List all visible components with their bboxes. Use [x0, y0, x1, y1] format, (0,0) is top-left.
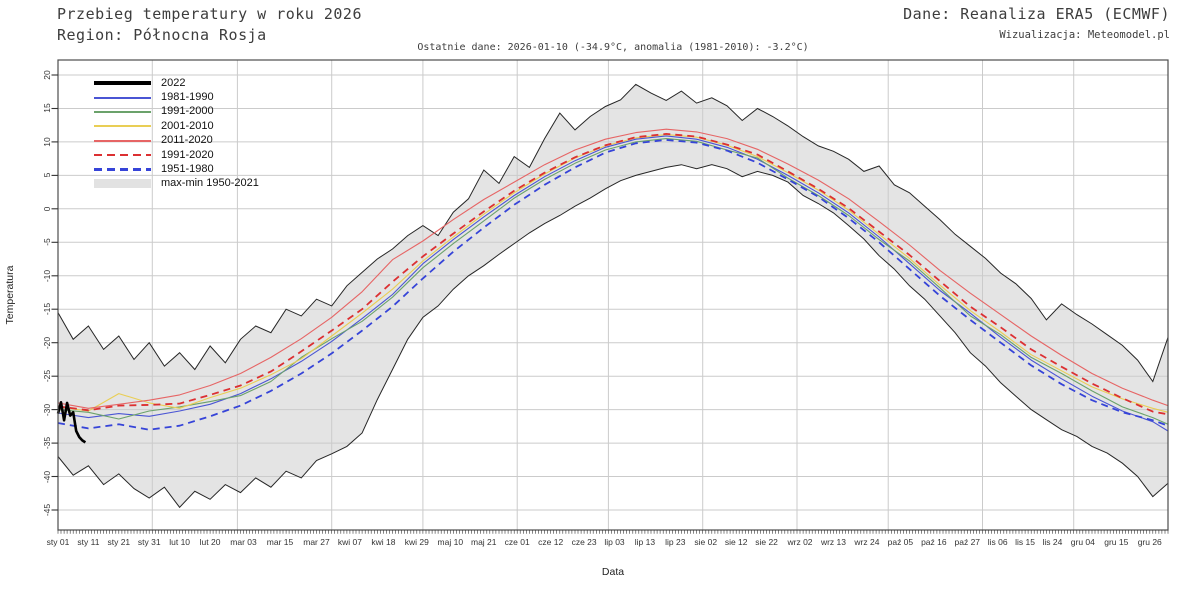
x-tick-label: paź 05	[887, 537, 914, 547]
x-tick-label: wrz 13	[820, 537, 846, 547]
legend-swatch-solid	[94, 139, 151, 142]
x-tick-label: mar 15	[266, 537, 294, 547]
x-tick-label: sie 12	[724, 537, 748, 547]
legend-swatch-solid	[94, 110, 151, 113]
x-tick-label: gru 26	[1137, 537, 1162, 547]
y-tick-label: 5	[42, 173, 52, 178]
x-tick-label: sie 22	[755, 537, 778, 547]
legend-swatch-solid	[94, 125, 151, 128]
band-min-line	[57, 164, 1169, 509]
legend-label: 1991-2000	[161, 105, 214, 118]
x-tick-label: lut 10	[169, 537, 191, 547]
legend-label: 2011-2020	[161, 134, 213, 147]
x-tick-label: sty 21	[107, 537, 131, 547]
series-2022	[56, 400, 87, 444]
x-tick-label: sty 31	[137, 537, 161, 547]
legend-swatch-solid	[94, 96, 151, 99]
y-tick-label: -40	[42, 470, 52, 483]
max-min-band	[58, 84, 1168, 508]
x-tick-label: sty 11	[77, 537, 100, 547]
chart-title: Przebieg temperatury w roku 2026	[57, 5, 362, 23]
x-tick-label: lut 20	[199, 537, 221, 547]
legend-item: 2001-2010	[94, 119, 259, 133]
y-axis-title: Temperatura	[4, 265, 16, 325]
x-tick-label: lip 13	[634, 537, 656, 547]
legend-label: 1951-1980	[161, 163, 214, 176]
x-tick-label: kwi 18	[371, 537, 396, 547]
data-source-label: Dane: Reanaliza ERA5 (ECMWF)	[903, 5, 1170, 23]
x-tick-label: cze 01	[504, 537, 530, 547]
x-tick-label: sty 01	[46, 537, 70, 547]
legend-label: max-min 1950-2021	[161, 177, 259, 190]
x-tick-label: wrz 24	[854, 537, 880, 547]
legend-item: 2011-2020	[94, 134, 259, 148]
legend-item: 1991-2000	[94, 105, 259, 119]
legend-item: 1981-1990	[94, 90, 259, 104]
x-tick-label: lip 03	[604, 537, 625, 547]
x-tick-label: lip 23	[665, 537, 686, 547]
x-tick-label: mar 27	[303, 537, 330, 547]
legend-label: 2022	[161, 76, 186, 89]
series-1991-2000	[57, 138, 1169, 425]
y-tick-label: 0	[42, 206, 52, 212]
y-tick-label: -45	[42, 503, 52, 517]
x-tick-label: gru 15	[1104, 537, 1129, 547]
x-tick-label: lis 24	[1042, 537, 1063, 547]
x-tick-label: paź 16	[921, 537, 947, 547]
legend-swatch-band	[94, 179, 151, 189]
x-tick-label: kwi 29	[404, 537, 429, 547]
legend-swatch-solid	[94, 81, 151, 86]
x-tick-label: kwi 07	[337, 537, 362, 547]
series-2011-2020	[57, 128, 1169, 409]
x-tick-label: cze 23	[571, 537, 597, 547]
x-tick-label: cze 12	[538, 537, 564, 547]
y-tick-label: -5	[42, 238, 52, 247]
legend-label: 2001-2010	[161, 119, 214, 132]
x-tick-label: lis 06	[987, 537, 1008, 547]
legend-item: 2022	[94, 76, 259, 90]
series-1981-1990	[57, 135, 1169, 432]
legend-item: 1951-1980	[94, 162, 259, 176]
series-1951-1980	[57, 138, 1169, 431]
legend-label: 1991-2020	[161, 148, 214, 161]
y-tick-label: -35	[42, 436, 52, 450]
legend: 2022 1981-1990 1991-2000 2001-2010 2011-2020…	[94, 76, 259, 191]
x-tick-label: sie 02	[694, 537, 718, 547]
legend-item: max-min 1950-2021	[94, 177, 259, 191]
legend-swatch-dashed	[94, 168, 151, 171]
y-tick-label: 20	[42, 70, 52, 80]
y-tick-label: 10	[42, 137, 52, 147]
series-1991-2020	[57, 132, 1169, 416]
legend-label: 1981-1990	[161, 91, 214, 104]
x-tick-label: wrz 02	[787, 537, 813, 547]
legend-item: 1991-2020	[94, 148, 259, 162]
y-tick-label: -25	[42, 370, 52, 383]
y-tick-label: -30	[42, 403, 52, 416]
x-tick-label: maj 10	[437, 537, 464, 547]
y-tick-label: 15	[42, 103, 52, 114]
band-max-line	[57, 83, 1169, 383]
x-tick-label: lis 15	[1015, 537, 1035, 547]
last-data-subtitle: Ostatnie dane: 2026-01-10 (-34.9°C, anom…	[417, 42, 809, 53]
visualization-credit: Wizualizacja: Meteomodel.pl	[999, 29, 1170, 41]
y-tick-label: -15	[42, 303, 52, 316]
x-tick-label: maj 21	[470, 537, 497, 547]
y-tick-label: -10	[42, 269, 52, 282]
plot-frame	[57, 59, 1169, 531]
chart-region: Region: Północna Rosja	[57, 26, 267, 44]
legend-swatch-dashed	[94, 153, 151, 157]
x-tick-label: paź 27	[954, 537, 981, 547]
x-axis-title: Data	[601, 566, 625, 578]
y-tick-label: -20	[42, 336, 52, 349]
x-tick-label: mar 03	[230, 537, 257, 547]
x-tick-label: gru 04	[1070, 537, 1095, 547]
